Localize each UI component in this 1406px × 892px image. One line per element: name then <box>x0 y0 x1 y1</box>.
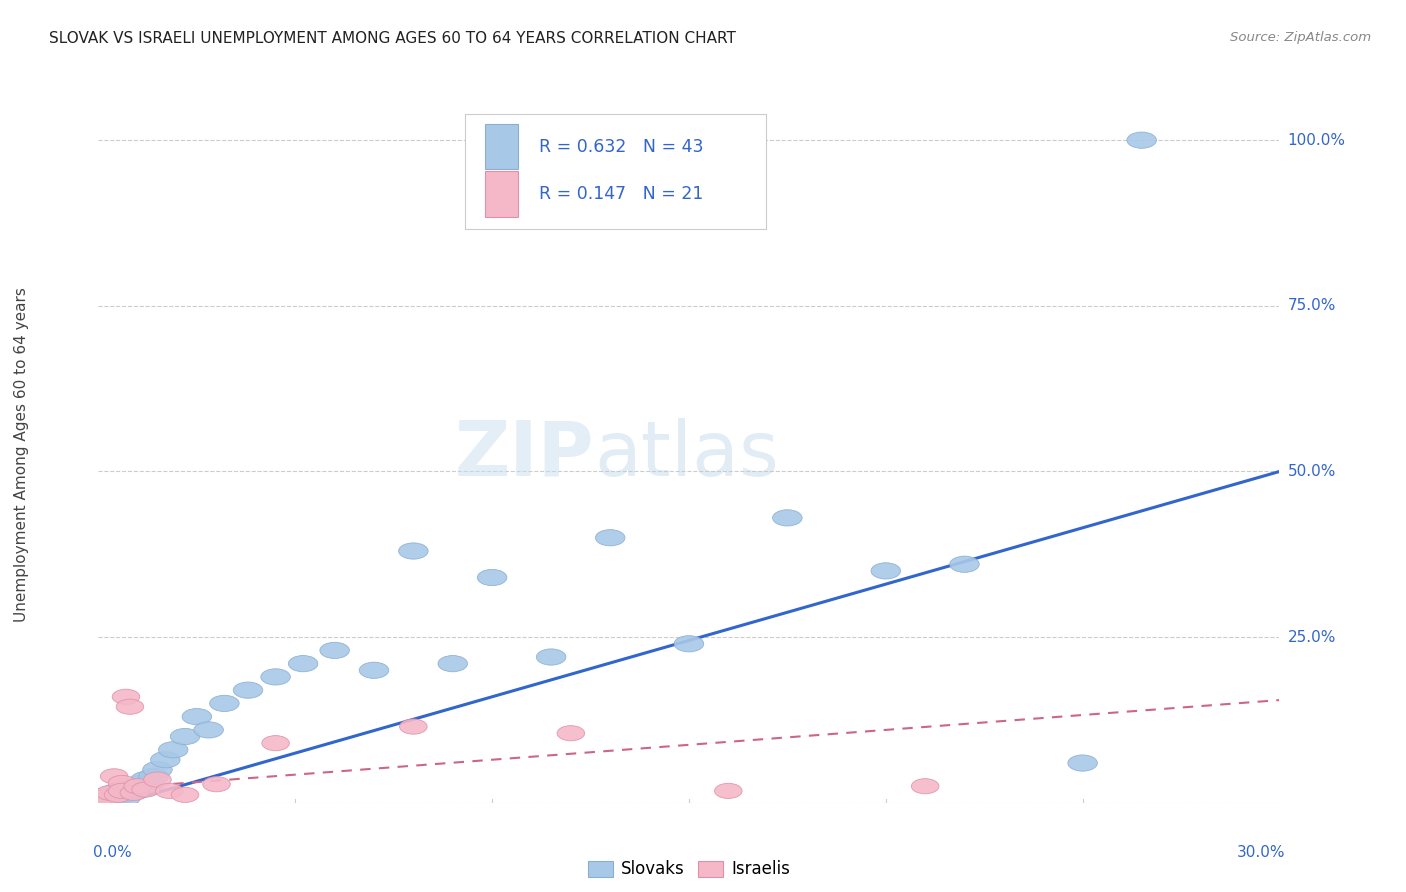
Ellipse shape <box>159 741 188 758</box>
Text: 30.0%: 30.0% <box>1237 845 1285 860</box>
Ellipse shape <box>96 790 125 807</box>
Ellipse shape <box>1128 132 1156 148</box>
Ellipse shape <box>233 682 263 698</box>
Ellipse shape <box>170 729 200 745</box>
Ellipse shape <box>714 783 742 798</box>
Ellipse shape <box>100 789 129 805</box>
Ellipse shape <box>115 783 145 799</box>
Ellipse shape <box>117 699 143 714</box>
Ellipse shape <box>127 775 156 791</box>
Ellipse shape <box>870 563 901 579</box>
Text: atlas: atlas <box>595 418 779 491</box>
Ellipse shape <box>262 736 290 751</box>
Ellipse shape <box>87 791 117 807</box>
Ellipse shape <box>124 778 153 795</box>
Ellipse shape <box>536 648 565 665</box>
Ellipse shape <box>89 789 117 804</box>
Text: Source: ZipAtlas.com: Source: ZipAtlas.com <box>1230 31 1371 45</box>
Text: R = 0.632   N = 43: R = 0.632 N = 43 <box>538 137 703 155</box>
Ellipse shape <box>120 785 148 800</box>
Ellipse shape <box>209 695 239 712</box>
Ellipse shape <box>139 768 169 784</box>
Text: SLOVAK VS ISRAELI UNEMPLOYMENT AMONG AGES 60 TO 64 YEARS CORRELATION CHART: SLOVAK VS ISRAELI UNEMPLOYMENT AMONG AGE… <box>49 31 737 46</box>
Text: Unemployment Among Ages 60 to 64 years: Unemployment Among Ages 60 to 64 years <box>14 287 30 623</box>
Legend: Slovaks, Israelis: Slovaks, Israelis <box>581 854 797 885</box>
Ellipse shape <box>111 789 141 805</box>
Ellipse shape <box>156 783 183 798</box>
Ellipse shape <box>202 777 231 792</box>
Ellipse shape <box>112 690 139 705</box>
Ellipse shape <box>132 782 159 797</box>
FancyBboxPatch shape <box>485 124 517 169</box>
Ellipse shape <box>104 788 132 803</box>
Text: 100.0%: 100.0% <box>1288 133 1346 148</box>
Ellipse shape <box>949 556 979 573</box>
FancyBboxPatch shape <box>485 171 517 217</box>
Ellipse shape <box>120 780 149 797</box>
Ellipse shape <box>143 772 172 787</box>
Ellipse shape <box>557 726 585 740</box>
Ellipse shape <box>124 779 152 794</box>
FancyBboxPatch shape <box>464 114 766 229</box>
Ellipse shape <box>135 776 165 792</box>
Ellipse shape <box>673 636 703 652</box>
Ellipse shape <box>399 719 427 734</box>
Ellipse shape <box>911 779 939 794</box>
Ellipse shape <box>91 790 121 806</box>
Ellipse shape <box>107 781 136 797</box>
Ellipse shape <box>104 783 134 799</box>
Text: 25.0%: 25.0% <box>1288 630 1336 645</box>
Ellipse shape <box>100 769 128 784</box>
Ellipse shape <box>262 669 290 685</box>
Text: ZIP: ZIP <box>456 418 595 491</box>
Ellipse shape <box>107 787 136 803</box>
Ellipse shape <box>108 783 136 798</box>
Ellipse shape <box>150 752 180 768</box>
Ellipse shape <box>437 656 467 672</box>
Ellipse shape <box>97 785 124 800</box>
Ellipse shape <box>91 788 121 805</box>
Ellipse shape <box>131 772 160 788</box>
Ellipse shape <box>143 762 173 778</box>
Ellipse shape <box>194 722 224 738</box>
Ellipse shape <box>359 662 388 679</box>
Ellipse shape <box>111 785 141 801</box>
Ellipse shape <box>183 708 212 725</box>
Text: 75.0%: 75.0% <box>1288 298 1336 313</box>
Ellipse shape <box>399 543 427 559</box>
Ellipse shape <box>96 787 125 803</box>
Ellipse shape <box>93 790 120 805</box>
Text: R = 0.147   N = 21: R = 0.147 N = 21 <box>538 185 703 203</box>
Text: 0.0%: 0.0% <box>93 845 131 860</box>
Ellipse shape <box>100 785 129 801</box>
Ellipse shape <box>319 642 349 658</box>
Ellipse shape <box>172 788 198 803</box>
Text: 50.0%: 50.0% <box>1288 464 1336 479</box>
Ellipse shape <box>478 569 506 586</box>
Ellipse shape <box>104 788 134 805</box>
Ellipse shape <box>288 656 318 672</box>
Ellipse shape <box>108 775 136 790</box>
Ellipse shape <box>1069 755 1097 772</box>
Ellipse shape <box>772 509 801 526</box>
Ellipse shape <box>595 530 624 546</box>
